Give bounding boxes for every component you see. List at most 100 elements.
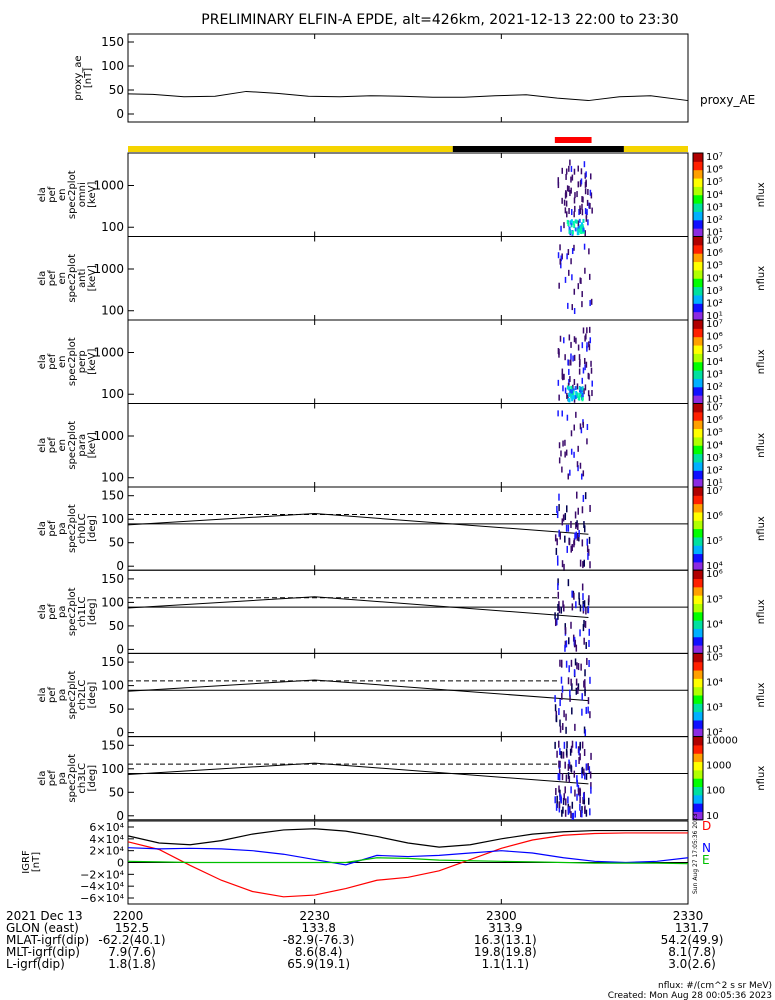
pa-ch0LC-colorbar-band [693, 487, 703, 496]
pa-pixel [575, 521, 577, 529]
pa-ch3LC-colorbar-band [693, 753, 703, 763]
spec-ytick-label: 100 [101, 304, 124, 318]
pa-pixel [570, 745, 573, 753]
pa-pixel [562, 723, 564, 731]
spec-pixel [565, 200, 568, 207]
spec-anti-colorbar-band [693, 294, 703, 304]
spec-perp-colorbar-tick: 10¹ [706, 395, 723, 406]
pa-pixel [583, 797, 586, 805]
spec-omni-colorbar-label: nflux [756, 182, 767, 207]
pa-pixel [568, 806, 570, 814]
pa-pixel [576, 662, 578, 670]
pa-losscone-line [127, 762, 589, 785]
spec-ylabel-2: en [57, 272, 68, 285]
pa-pixel [564, 512, 567, 520]
spec-anti-colorbar-label: nflux [756, 266, 767, 291]
pa-pixel [588, 660, 590, 668]
pa-pixel [565, 524, 568, 532]
pa-pixel [555, 715, 558, 723]
pa-pixel [554, 534, 557, 542]
spec-pixel-high [581, 397, 584, 402]
pa-pixel [564, 644, 566, 652]
spec-pixel-high [571, 230, 574, 235]
pa-ch3LC-colorbar-label: nflux [756, 766, 767, 791]
spec-ylabel-5: [keV] [87, 349, 98, 375]
spec-pixel-high [572, 391, 575, 396]
spec-pixel [584, 357, 586, 364]
spec-pixel [564, 387, 567, 394]
spec-pixel [581, 291, 583, 298]
pa-ch2LC-colorbar-label: nflux [756, 682, 767, 707]
pa-pixel [576, 793, 578, 801]
pa-pixel [589, 561, 591, 569]
pa-ylabel-3: spec2plot [67, 504, 78, 553]
spec-pixel [586, 199, 589, 206]
spec-pixel [587, 390, 590, 397]
footer-time-tick: 2200 [113, 909, 144, 923]
pa-pixel [584, 669, 586, 677]
pa-ytick-label: 0 [116, 726, 124, 740]
spec-pixel [571, 209, 573, 216]
spec-pixel [570, 176, 572, 183]
pa-ch0LC-colorbar-band [693, 495, 703, 505]
spec-anti-colorbar-band [693, 286, 703, 296]
pa-pixel [568, 759, 570, 767]
igrf-ylabel-1: [nT] [31, 852, 42, 872]
pa-pixel [565, 726, 567, 734]
pa-pixel [578, 529, 580, 537]
spec-perp-colorbar-tick: 10² [706, 382, 723, 393]
spec-pixel [561, 197, 563, 204]
pa-ch1LC-colorbar-band [693, 645, 703, 654]
spec-perp-colorbar-band [693, 353, 703, 363]
pa-pixel [557, 612, 559, 620]
pa-pixel [588, 536, 591, 544]
spec-para-colorbar-label: nflux [756, 433, 767, 458]
igrf-ytick-label: −4×10⁴ [80, 880, 124, 893]
ae-ytick-label: 0 [116, 107, 124, 121]
pa-pixel [563, 604, 565, 612]
spec-pixel-high [568, 392, 571, 397]
spec-pixel [574, 192, 576, 199]
spec-pixel [561, 410, 563, 417]
pa-pixel [571, 544, 574, 552]
spec-pixel-high [574, 227, 577, 232]
spec-omni-colorbar-tick: 10⁵ [706, 177, 723, 188]
pa-pixel [573, 770, 576, 778]
pa-pixel [574, 511, 577, 519]
spec-pixel [557, 410, 559, 417]
spec-pixel [563, 337, 565, 344]
pa-pixel [583, 559, 585, 567]
spec-perp-colorbar-tick: 10⁶ [706, 332, 723, 343]
pa-ylabel-0: ela [37, 687, 48, 702]
spec-perp-colorbar-band [693, 345, 703, 354]
pa-pixel [577, 683, 580, 691]
footer-row-value: 1.1(1.1) [482, 957, 530, 971]
pa-pixel [558, 785, 560, 793]
pa-ch1LC-colorbar-band [693, 611, 703, 621]
pa-ch1LC-colorbar-band [693, 570, 703, 580]
spec-pixel [589, 202, 591, 209]
spec-pixel [567, 359, 569, 366]
igrf-series-N [127, 847, 689, 866]
pa-ytick-label: 0 [116, 559, 124, 573]
spec-pixel [586, 342, 588, 349]
pa-ch1LC-colorbar-band [693, 595, 703, 604]
spec-perp-colorbar-tick: 10⁵ [706, 344, 723, 355]
pa-ch2LC-colorbar-band [693, 686, 703, 696]
spec-pixel [570, 359, 572, 366]
spec-pixel [570, 448, 573, 455]
pa-pixel [571, 740, 574, 748]
spec-pixel [573, 354, 576, 361]
pa-pixel [587, 706, 589, 714]
pa-pixel [584, 806, 586, 814]
igrf-ytick-label: 0 [117, 857, 124, 870]
pa-pixel [556, 618, 558, 626]
pa-pixel [567, 677, 570, 685]
spec-omni-colorbar-band [693, 211, 703, 221]
spec-pixel-high [566, 385, 569, 390]
pa-pixel [570, 764, 572, 772]
pa-ylabel-0: ela [37, 771, 48, 786]
spec-pixel [564, 451, 566, 458]
